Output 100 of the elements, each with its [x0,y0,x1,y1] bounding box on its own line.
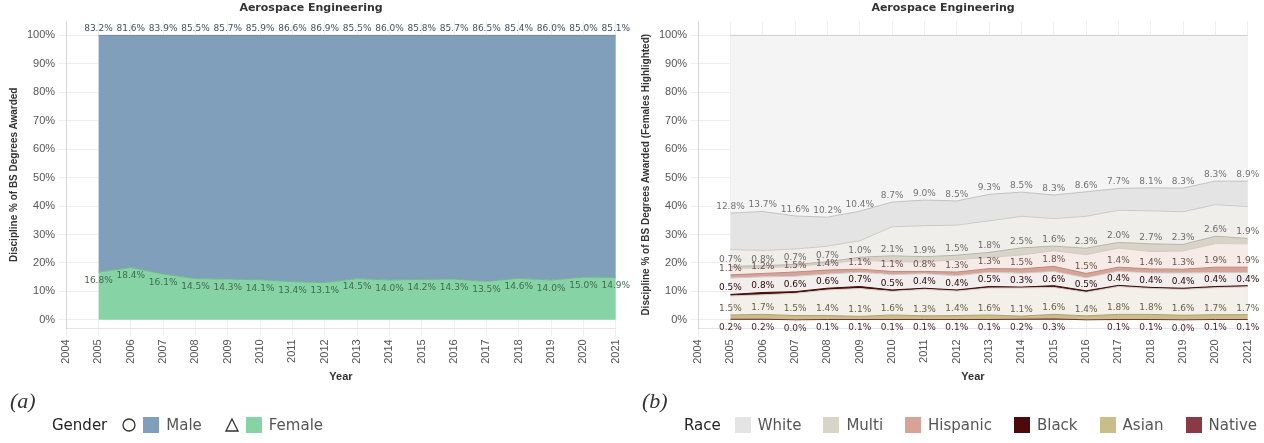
x-tick-label: 2008 [820,339,833,364]
data-label: 1.3% [1171,257,1196,268]
data-label: 85.8% [407,23,437,34]
data-label: 1.6% [977,302,1002,313]
legend-label: Multi [846,416,884,434]
y-tick-label: 0% [39,312,56,325]
x-tick-label: 2005 [91,339,104,364]
data-label: 16.1% [148,276,178,287]
x-tick-label: 2019 [1176,339,1189,364]
chart-title: Aerospace Engineering [239,1,383,15]
data-label: 0.1% [816,322,840,333]
data-label: 14.6% [504,281,534,292]
y-tick-label: 80% [665,85,688,98]
data-label: 14.3% [213,281,243,292]
data-label: 0.4% [1204,274,1228,285]
data-label: 1.1% [848,304,872,315]
x-tick-label: 2007 [156,339,169,364]
x-tick-label: 2013 [350,339,363,364]
data-label: 1.9% [913,244,937,255]
data-label: 14.3% [439,281,469,292]
data-label: 2.7% [1139,231,1163,242]
data-label: 0.0% [1171,322,1196,333]
data-label: 1.6% [1042,302,1066,313]
data-label: 14.9% [601,280,631,291]
x-tick-label: 2007 [788,339,801,364]
data-label: 1.5% [1074,261,1099,272]
y-tick-label: 0% [671,312,688,325]
data-label: 1.8% [977,240,1002,251]
data-label: 2.5% [1010,235,1034,246]
data-label: 0.7% [719,254,743,265]
data-label: 1.5% [719,302,743,313]
data-label: 0.6% [816,276,840,287]
data-label: 13.1% [310,285,340,296]
data-label: 85.9% [245,23,275,34]
data-label: 0.5% [719,282,743,293]
data-label: 1.5% [945,243,969,254]
data-label: 1.4% [1107,255,1131,266]
x-axis-title: Year [329,370,354,383]
data-label: 1.4% [945,303,969,314]
data-label: 0.4% [1107,273,1131,284]
x-tick-label: 2018 [1143,339,1156,364]
data-label: 1.6% [1171,303,1196,314]
data-label: 0.1% [945,322,969,333]
data-label: 0.8% [913,259,937,270]
data-label: 1.1% [719,262,743,273]
data-label: 1.7% [1236,302,1260,313]
data-label: 0.8% [751,253,775,264]
data-label: 1.9% [1204,255,1228,266]
x-tick-label: 2004 [691,339,704,364]
data-label: 0.6% [1042,273,1066,284]
data-label: 14.2% [407,282,437,293]
x-axis-title: Year [961,370,986,383]
y-tick-label: 30% [665,227,688,240]
y-tick-label: 90% [665,56,688,69]
data-label: 0.7% [848,274,872,285]
data-label: 0.1% [880,322,905,333]
data-label: 1.2% [751,261,775,272]
y-tick-label: 30% [33,227,56,240]
data-label: 0.4% [1236,273,1260,284]
data-label: 2.1% [880,243,905,254]
y-tick-label: 70% [33,113,56,126]
x-tick-label: 2013 [982,339,995,364]
y-tick-label: 60% [665,142,688,155]
legend-title: Race [684,416,721,434]
data-label: 85.7% [439,23,469,34]
x-tick-label: 2015 [1046,339,1059,364]
data-label: 0.4% [1171,276,1196,287]
data-label: 85.0% [569,23,599,34]
x-tick-label: 2020 [1208,339,1221,364]
data-label: 0.1% [1204,322,1228,333]
data-label: 1.4% [1139,256,1163,267]
data-label: 86.0% [375,23,405,34]
data-label: 0.4% [945,277,969,288]
data-label: 0.1% [1107,322,1131,333]
x-tick-label: 2021 [608,339,621,364]
data-label: 14.5% [342,281,372,292]
data-label: 15.0% [569,279,599,290]
data-label: 1.6% [880,302,905,313]
data-label: 2.0% [1107,230,1131,241]
data-label: 86.9% [310,23,340,34]
legend-label: Native [1208,416,1258,434]
data-label: 0.7% [816,249,840,260]
data-label: 14.1% [245,282,275,293]
data-label: 0.4% [1139,275,1163,286]
x-tick-label: 2020 [576,339,589,364]
data-label: 1.1% [1010,303,1034,314]
data-label: 14.0% [375,282,405,293]
x-tick-label: 2010 [253,339,266,364]
y-tick-label: 40% [665,199,688,212]
x-tick-label: 2010 [885,339,898,364]
data-label: 81.6% [116,23,146,34]
legend-label: Asian [1122,416,1164,434]
data-label: 2.3% [1074,235,1099,246]
data-label: 1.8% [1042,254,1066,265]
x-tick-label: 2012 [317,339,330,364]
data-label: 1.0% [848,245,872,256]
data-label: 0.5% [977,274,1002,285]
data-label: 0.3% [1010,274,1034,285]
data-label: 0.5% [1074,278,1099,289]
data-label: 0.3% [1042,321,1066,332]
